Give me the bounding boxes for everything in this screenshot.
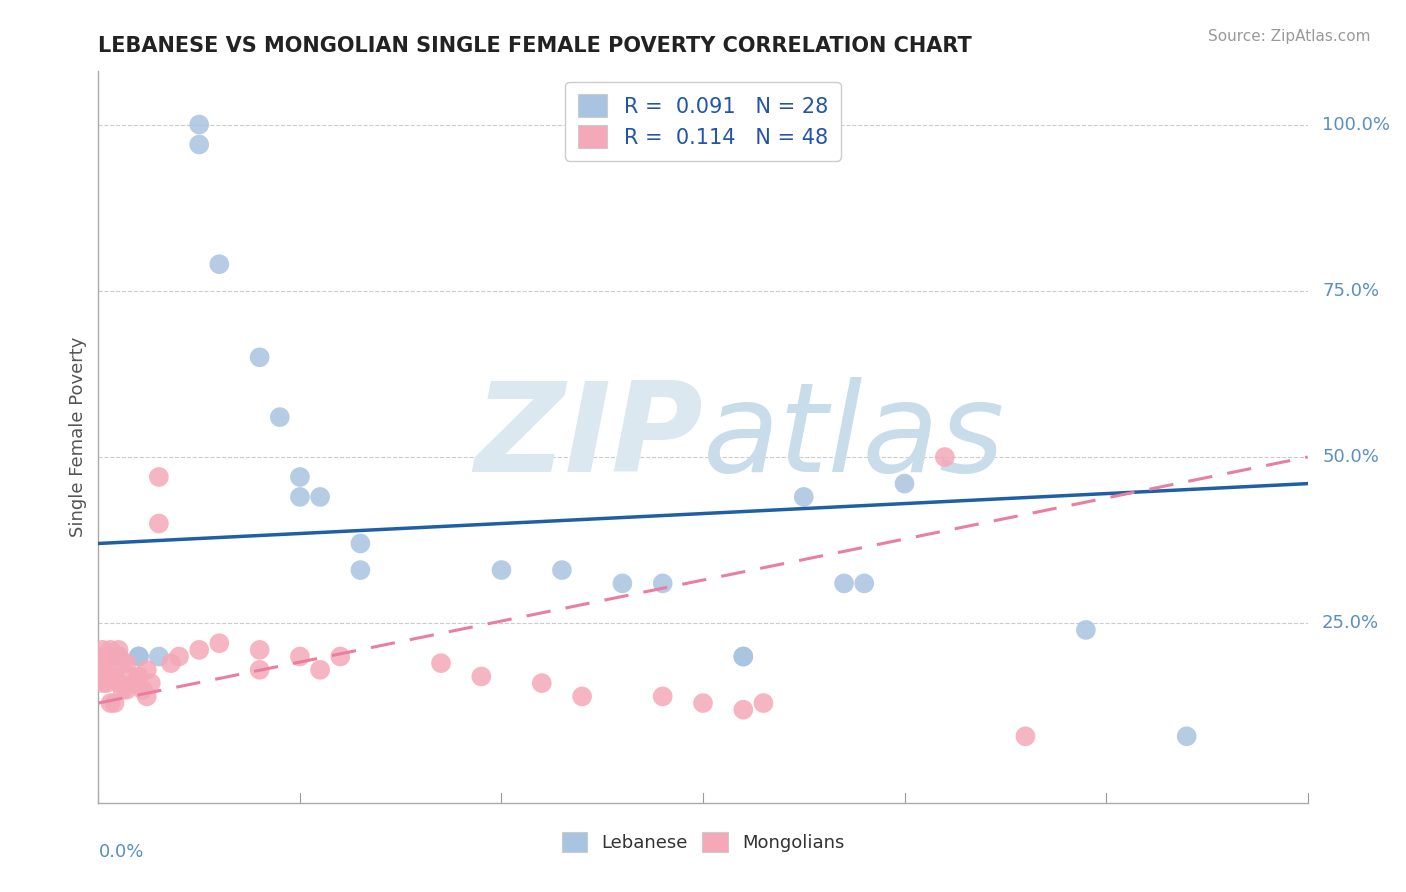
Point: [96, 676, 118, 690]
Point: [91, 663, 114, 677]
Point: [752, 696, 775, 710]
Point: [100, 643, 122, 657]
Point: [124, 676, 146, 690]
Point: [107, 649, 129, 664]
Point: [793, 490, 815, 504]
Point: [269, 410, 291, 425]
Point: [135, 663, 157, 677]
Point: [733, 649, 755, 664]
Point: [188, 643, 211, 657]
Point: [160, 656, 183, 670]
Point: [430, 656, 453, 670]
Point: [288, 649, 311, 664]
Text: LEBANESE VS MONGOLIAN SINGLE FEMALE POVERTY CORRELATION CHART: LEBANESE VS MONGOLIAN SINGLE FEMALE POVE…: [98, 36, 972, 56]
Point: [309, 490, 332, 504]
Point: [491, 563, 513, 577]
Y-axis label: Single Female Poverty: Single Female Poverty: [69, 337, 87, 537]
Point: [329, 649, 352, 664]
Point: [249, 663, 271, 677]
Point: [1175, 729, 1198, 743]
Point: [651, 690, 673, 704]
Point: [91, 649, 114, 664]
Point: [111, 682, 134, 697]
Point: [103, 696, 125, 710]
Point: [1074, 623, 1097, 637]
Point: [107, 643, 129, 657]
Point: [135, 690, 157, 704]
Point: [309, 663, 332, 677]
Point: [91, 643, 114, 657]
Point: [551, 563, 574, 577]
Legend: Lebanese, Mongolians: Lebanese, Mongolians: [554, 825, 852, 860]
Point: [651, 576, 673, 591]
Point: [96, 649, 118, 664]
Point: [107, 676, 129, 690]
Point: [893, 476, 915, 491]
Point: [100, 649, 122, 664]
Point: [470, 669, 492, 683]
Point: [120, 669, 142, 683]
Point: [249, 351, 271, 365]
Text: Source: ZipAtlas.com: Source: ZipAtlas.com: [1208, 29, 1371, 44]
Point: [349, 563, 371, 577]
Point: [692, 696, 714, 710]
Point: [128, 649, 150, 664]
Point: [115, 682, 138, 697]
Text: ZIP: ZIP: [474, 376, 703, 498]
Point: [188, 137, 211, 152]
Point: [96, 663, 118, 677]
Point: [832, 576, 855, 591]
Point: [208, 636, 231, 650]
Point: [100, 696, 122, 710]
Point: [853, 576, 876, 591]
Point: [100, 669, 122, 683]
Point: [288, 490, 311, 504]
Point: [103, 669, 125, 683]
Point: [148, 649, 170, 664]
Point: [167, 649, 190, 664]
Point: [612, 576, 634, 591]
Point: [91, 676, 114, 690]
Point: [115, 656, 138, 670]
Text: 50.0%: 50.0%: [1322, 448, 1379, 466]
Text: atlas: atlas: [703, 376, 1005, 498]
Text: 100.0%: 100.0%: [1322, 116, 1391, 134]
Point: [103, 649, 125, 664]
Point: [128, 649, 150, 664]
Point: [208, 257, 231, 271]
Point: [934, 450, 956, 464]
Point: [1014, 729, 1036, 743]
Text: 75.0%: 75.0%: [1322, 282, 1379, 300]
Point: [132, 682, 155, 697]
Point: [107, 649, 129, 664]
Point: [249, 643, 271, 657]
Point: [111, 656, 134, 670]
Point: [571, 690, 593, 704]
Point: [530, 676, 553, 690]
Point: [148, 516, 170, 531]
Point: [139, 676, 162, 690]
Point: [148, 470, 170, 484]
Point: [288, 470, 311, 484]
Point: [733, 703, 755, 717]
Text: 0.0%: 0.0%: [98, 843, 143, 861]
Point: [188, 118, 211, 132]
Point: [349, 536, 371, 550]
Point: [128, 649, 150, 664]
Point: [733, 649, 755, 664]
Text: 25.0%: 25.0%: [1322, 615, 1379, 632]
Point: [128, 669, 150, 683]
